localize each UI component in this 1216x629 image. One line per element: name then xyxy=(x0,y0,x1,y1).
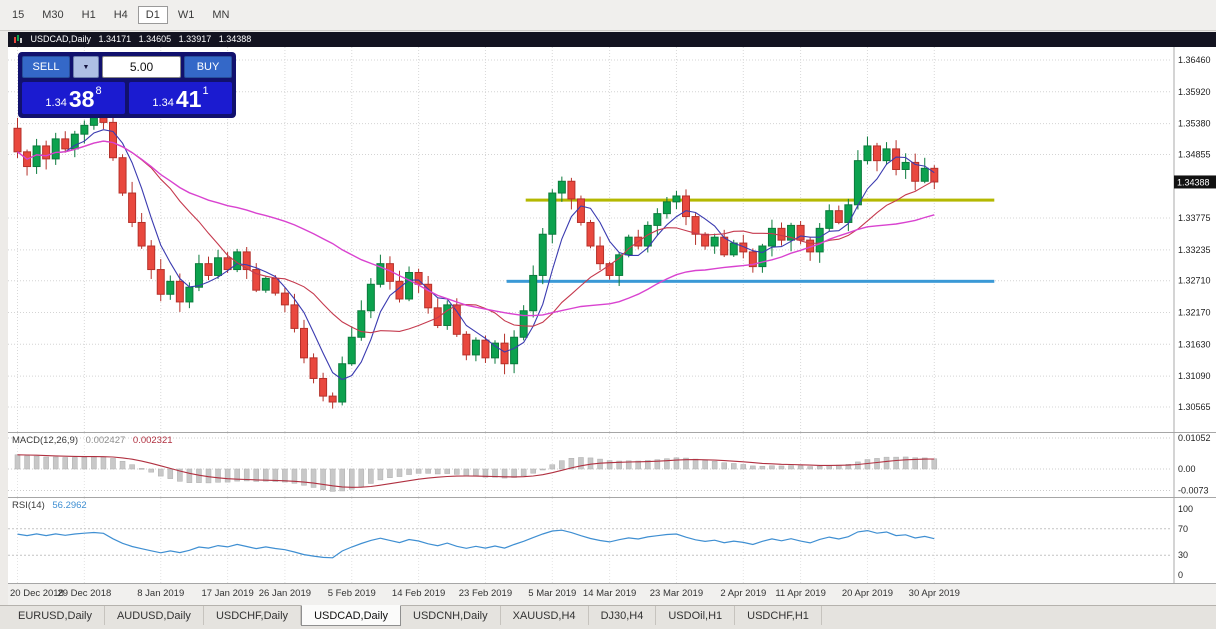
timeframe-button-W1[interactable]: W1 xyxy=(170,6,203,24)
chart-symbol-label: USDCAD,Daily xyxy=(30,34,92,44)
timeframe-button-15[interactable]: 15 xyxy=(4,6,32,24)
svg-text:1.34855: 1.34855 xyxy=(1178,149,1211,159)
macd-value: 0.002427 xyxy=(85,435,126,446)
svg-text:1.35920: 1.35920 xyxy=(1178,87,1211,97)
chart-tab-EURUSD-Daily[interactable]: EURUSD,Daily xyxy=(6,606,105,625)
rsi-value: 56.2962 xyxy=(52,500,87,511)
chart-tab-DJ30-H4[interactable]: DJ30,H4 xyxy=(589,606,657,625)
svg-text:-0.0073: -0.0073 xyxy=(1178,486,1209,496)
chart-tab-USDCNH-Daily[interactable]: USDCNH,Daily xyxy=(401,606,501,625)
buy-button[interactable]: BUY xyxy=(184,56,232,78)
date-tick-label: 8 Jan 2019 xyxy=(137,588,185,599)
rsi-name: RSI(14) xyxy=(12,500,45,511)
svg-text:1.36460: 1.36460 xyxy=(1178,55,1211,65)
macd-indicator-label: MACD(12,26,9) 0.002427 0.002321 xyxy=(12,435,173,446)
date-tick-label: 2 Apr 2019 xyxy=(720,588,767,599)
rsi-indicator-label: RSI(14) 56.2962 xyxy=(12,500,87,511)
ask-price-point: 1 xyxy=(202,85,209,97)
timeframe-button-D1[interactable]: D1 xyxy=(137,6,168,24)
chart-tab-XAUUSD-H4[interactable]: XAUUSD,H4 xyxy=(501,606,589,625)
timeframe-button-H1[interactable]: H1 xyxy=(74,6,104,24)
date-tick-label: 29 Dec 2018 xyxy=(57,588,112,599)
svg-text:1.32710: 1.32710 xyxy=(1178,276,1211,286)
date-tick-label: 5 Feb 2019 xyxy=(327,588,376,599)
macd-signal-value: 0.002321 xyxy=(132,435,173,446)
date-tick-label: 20 Apr 2019 xyxy=(841,588,894,599)
svg-text:0: 0 xyxy=(1178,570,1183,580)
svg-text:0.01052: 0.01052 xyxy=(1178,433,1211,443)
chart-tab-USDCAD-Daily[interactable]: USDCAD,Daily xyxy=(301,605,402,626)
timeframe-button-M30[interactable]: M30 xyxy=(34,6,71,24)
svg-text:1.31630: 1.31630 xyxy=(1178,339,1211,349)
bid-price-pips: 38 xyxy=(68,86,95,112)
date-tick-label: 5 Mar 2019 xyxy=(528,588,577,599)
svg-text:0.00: 0.00 xyxy=(1178,464,1196,474)
chart-tab-USDCHF-Daily[interactable]: USDCHF,Daily xyxy=(204,606,302,625)
ask-price-pips: 41 xyxy=(175,86,202,112)
ask-price-button[interactable]: 1.34 41 1 xyxy=(129,82,232,114)
svg-text:1.35380: 1.35380 xyxy=(1178,119,1211,129)
timeframe-toolbar: 15 M30 H1 H4 D1 W1 MN xyxy=(0,0,1216,31)
date-tick-label: 23 Mar 2019 xyxy=(649,588,704,599)
svg-text:100: 100 xyxy=(1178,504,1193,514)
volume-dropdown-button[interactable]: ▼ xyxy=(73,56,99,78)
date-tick-label: 14 Feb 2019 xyxy=(391,588,446,599)
ask-price-base: 1.34 xyxy=(152,97,174,109)
svg-text:70: 70 xyxy=(1178,524,1188,534)
macd-name: MACD(12,26,9) xyxy=(12,435,78,446)
date-tick-label: 20 Dec 2018 xyxy=(10,588,64,599)
date-tick-label: 23 Feb 2019 xyxy=(458,588,513,599)
timeframe-button-MN[interactable]: MN xyxy=(204,6,237,24)
rsi-indicator-canvas[interactable]: 100 70 30 0 xyxy=(8,497,1216,584)
svg-text:1.30565: 1.30565 xyxy=(1178,402,1211,412)
volume-input[interactable]: 5.00 xyxy=(102,56,181,78)
svg-text:1.34388: 1.34388 xyxy=(1177,177,1210,187)
svg-text:1.33775: 1.33775 xyxy=(1178,213,1211,223)
svg-text:1.32170: 1.32170 xyxy=(1178,308,1211,318)
svg-text:1.31090: 1.31090 xyxy=(1178,371,1211,381)
ohlc-open: 1.34171 xyxy=(98,34,132,44)
chevron-down-icon: ▼ xyxy=(82,63,90,71)
bid-price-base: 1.34 xyxy=(45,97,67,109)
svg-text:30: 30 xyxy=(1178,550,1188,560)
date-axis[interactable]: 20 Dec 2018 29 Dec 2018 8 Jan 2019 17 Jan 2… xyxy=(8,583,1216,605)
date-tick-label: 26 Jan 2019 xyxy=(258,588,312,599)
bid-price-button[interactable]: 1.34 38 8 xyxy=(22,82,125,114)
chart-tabs-bar: EURUSD,Daily AUDUSD,Daily USDCHF,Daily USDC… xyxy=(0,605,1216,629)
svg-text:1.33235: 1.33235 xyxy=(1178,245,1211,255)
chart-tab-USDCHF-H1[interactable]: USDCHF,H1 xyxy=(735,606,822,625)
ohlc-low: 1.33917 xyxy=(178,34,212,44)
macd-indicator-canvas[interactable]: 0.01052 0.00 -0.0073 xyxy=(8,432,1216,497)
sell-button[interactable]: SELL xyxy=(22,56,70,78)
ohlc-high: 1.34605 xyxy=(138,34,172,44)
date-tick-label: 17 Jan 2019 xyxy=(201,588,254,599)
chart-icon xyxy=(13,35,23,44)
chart-tab-USDOil-H1[interactable]: USDOil,H1 xyxy=(656,606,736,625)
ohlc-close: 1.34388 xyxy=(218,34,252,44)
timeframe-button-H4[interactable]: H4 xyxy=(106,6,136,24)
chart-window-header: USDCAD,Daily 1.34171 1.34605 1.33917 1.3… xyxy=(8,32,1216,47)
date-tick-label: 11 Apr 2019 xyxy=(775,588,826,599)
chart-tab-AUDUSD-Daily[interactable]: AUDUSD,Daily xyxy=(105,606,204,625)
bid-price-point: 8 xyxy=(95,85,102,97)
date-tick-label: 30 Apr 2019 xyxy=(908,588,960,599)
date-tick-label: 14 Mar 2019 xyxy=(582,588,637,599)
one-click-trading-panel: SELL ▼ 5.00 BUY 1.34 38 8 1.34 41 1 xyxy=(18,52,236,118)
